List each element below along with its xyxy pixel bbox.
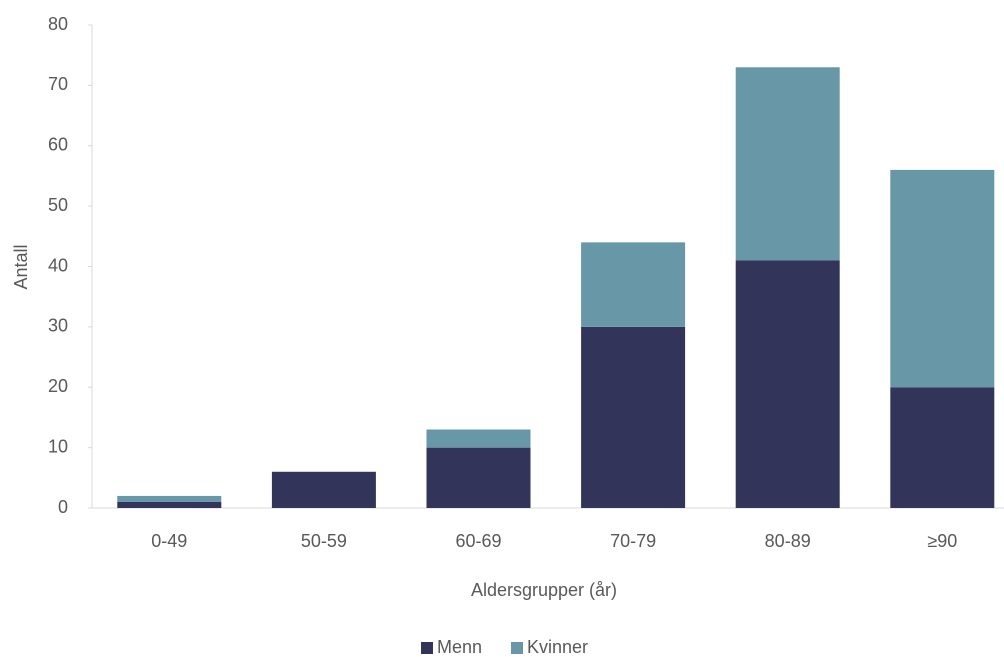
x-axis-title: Aldersgrupper (år) [471,580,617,600]
bar-segment [735,260,840,508]
legend-label: Menn [437,637,482,657]
x-tick-label: 60-69 [455,531,501,551]
bar-segment [426,429,531,448]
x-tick-label: 50-59 [301,531,347,551]
y-tick-label: 70 [48,74,68,94]
bar-segment [426,447,531,508]
bar-segment [890,387,995,508]
bar-segment [117,501,222,508]
y-tick-label: 80 [48,14,68,34]
legend-label: Kvinner [527,637,588,657]
legend-swatch [421,642,433,654]
x-tick-label: 70-79 [610,531,656,551]
y-tick-label: 0 [58,497,68,517]
x-tick-label: ≥90 [927,531,957,551]
legend-swatch [511,642,523,654]
y-tick-label: 10 [48,436,68,456]
x-tick-label: 80-89 [765,531,811,551]
y-axis-title: Antall [11,244,31,289]
bar-segment [890,169,995,388]
y-tick-label: 40 [48,255,68,275]
bar-segment [581,242,686,327]
x-tick-label: 0-49 [151,531,187,551]
y-tick-label: 20 [48,376,68,396]
bar-segment [735,67,840,261]
y-tick-label: 60 [48,135,68,155]
bar-segment [271,471,376,508]
bar-segment [581,326,686,508]
y-tick-label: 30 [48,316,68,336]
y-tick-label: 50 [48,195,68,215]
bar-segment [117,495,222,502]
